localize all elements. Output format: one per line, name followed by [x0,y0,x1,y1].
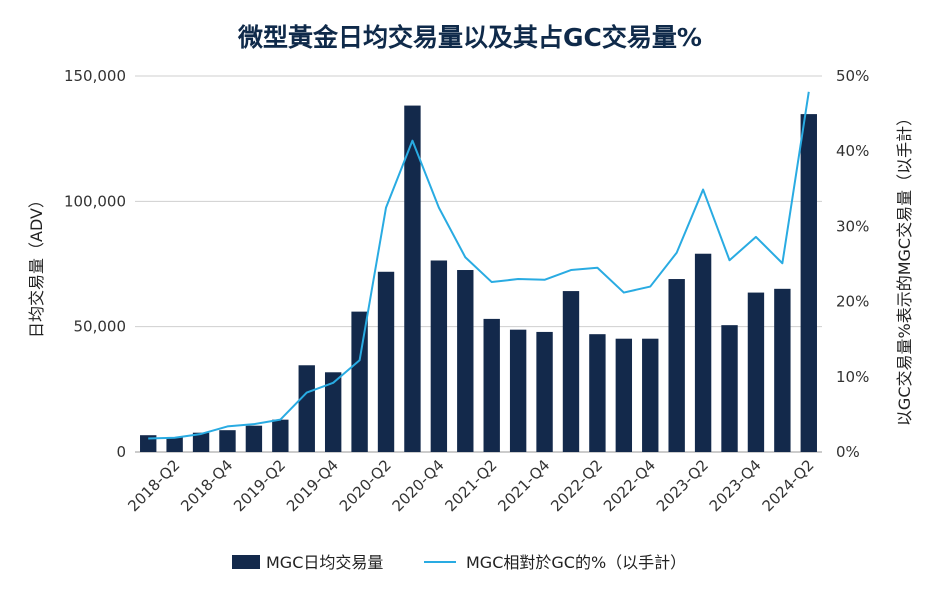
bar [642,338,659,452]
y2-tick-label: 50% [836,67,869,85]
bar [351,311,368,452]
legend-bar-swatch [232,555,260,569]
bar [272,419,289,452]
y2-tick-label: 10% [836,368,869,386]
y-axis-title: 日均交易量（ADV） [27,192,46,338]
bar [800,114,817,453]
bar [668,279,685,452]
y-tick-label: 100,000 [64,192,126,210]
bar [192,432,210,452]
bar [166,437,183,452]
bar [536,331,553,452]
series-line [148,91,810,440]
y-tick-label: 0 [116,443,126,461]
grid-layer [135,75,822,453]
y2-axis-title: 以GC交易量%表示的MGC交易量（以手計） [895,110,914,426]
x-tick-label: 2024-Q2 [759,456,818,515]
chart-title: 微型黃金日均交易量以及其占GC交易量% [238,23,702,52]
bar [404,105,421,452]
bar [140,435,157,452]
y-tick-label: 50,000 [74,318,127,336]
x-tick-label: 2021-Q4 [494,456,553,515]
y2-tick-label: 0% [836,443,860,461]
x-tick-label: 2020-Q2 [336,456,395,515]
bar [219,430,236,452]
bar [430,260,448,452]
legend-bar-label: MGC日均交易量 [266,553,383,572]
bar [747,292,765,452]
x-tick-label: 2021-Q2 [441,456,500,515]
bar [245,425,263,452]
bar [298,365,315,452]
y2-tick-label: 30% [836,217,869,235]
bar [615,338,633,452]
x-tick-label: 2020-Q4 [389,456,448,515]
bar [562,291,580,452]
bar [509,329,527,452]
bar [694,253,712,452]
y2-tick-label: 20% [836,293,869,311]
bar [457,270,474,452]
x-tick-label: 2019-Q2 [230,456,289,515]
bar [774,288,791,452]
x-tick-label: 2018-Q2 [124,456,183,515]
x-tick-label: 2022-Q4 [600,456,659,515]
bar [721,325,738,452]
legend-line-label: MGC相對於GC的%（以手計） [466,553,686,572]
bar [324,372,342,452]
y2-tick-label: 40% [836,142,869,160]
legend: MGC日均交易量 MGC相對於GC的%（以手計） [232,553,686,572]
x-tick-label: 2022-Q2 [547,456,606,515]
line-layer [148,91,810,440]
x-tick-label: 2023-Q2 [653,456,712,515]
x-tick-label: 2018-Q4 [177,456,236,515]
bar [589,334,606,452]
bar [377,271,395,452]
bar-layer [140,105,817,453]
bar [483,318,500,452]
x-tick-label: 2023-Q4 [706,456,765,515]
x-tick-label: 2019-Q4 [283,456,342,515]
y-tick-label: 150,000 [64,67,126,85]
